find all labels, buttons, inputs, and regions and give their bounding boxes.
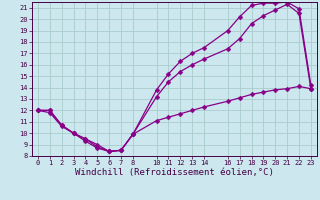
X-axis label: Windchill (Refroidissement éolien,°C): Windchill (Refroidissement éolien,°C) [75,168,274,177]
